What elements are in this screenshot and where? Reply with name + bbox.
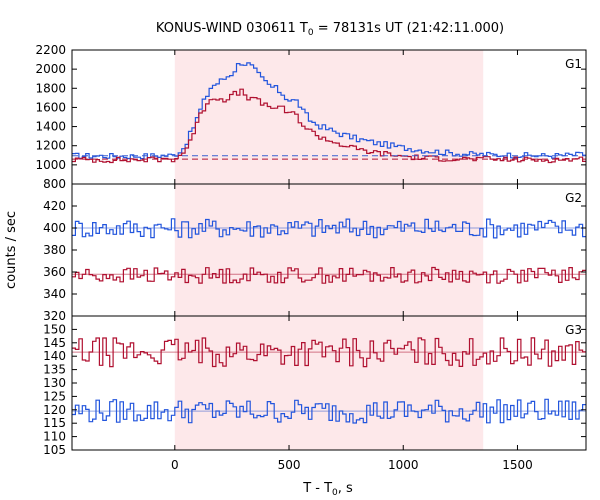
series-g2-red — [72, 266, 586, 284]
x-tick-label: 1000 — [388, 458, 419, 472]
shaded-interval-g3 — [174, 316, 484, 450]
x-tick-label: 0 — [171, 458, 179, 472]
y-tick-label-g1: 2000 — [35, 62, 66, 76]
y-tick-label-g1: 1400 — [35, 120, 66, 134]
panel-label-g2: G2 — [565, 191, 582, 205]
series-g3-red — [72, 337, 586, 368]
shaded-interval-g2 — [174, 184, 484, 316]
y-tick-label-g2: 380 — [43, 243, 66, 257]
y-tick-label-g3: 140 — [43, 349, 66, 363]
y-tick-label-g1: 800 — [43, 177, 66, 191]
plot-area: 8001000120014001600180020002200G13203403… — [35, 43, 587, 472]
y-tick-label-g2: 320 — [43, 309, 66, 323]
y-tick-label-g3: 110 — [43, 430, 66, 444]
x-tick-label: 1500 — [502, 458, 533, 472]
y-tick-label-g3: 145 — [43, 336, 66, 350]
series-g1-red — [72, 88, 586, 164]
chart-title: KONUS-WIND 030611 T0 = 78131s UT (21:42:… — [156, 21, 504, 38]
y-tick-label-g2: 420 — [43, 199, 66, 213]
y-tick-label-g2: 340 — [43, 287, 66, 301]
y-tick-label-g3: 115 — [43, 416, 66, 430]
panel-label-g1: G1 — [565, 57, 582, 71]
y-tick-label-g2: 360 — [43, 265, 66, 279]
x-axis-label: T - T0, s — [302, 481, 353, 498]
y-tick-label-g3: 135 — [43, 363, 66, 377]
panel-label-g3: G3 — [565, 323, 582, 337]
y-tick-label-g1: 2200 — [35, 43, 66, 57]
y-tick-label-g1: 1000 — [35, 158, 66, 172]
shaded-interval-g1 — [174, 50, 484, 184]
y-tick-label-g2: 400 — [43, 221, 66, 235]
y-tick-label-g1: 1600 — [35, 100, 66, 114]
y-axis-label: counts / sec — [4, 211, 19, 289]
y-tick-label-g3: 105 — [43, 443, 66, 457]
y-tick-label-g1: 1200 — [35, 139, 66, 153]
series-g2-blue — [72, 218, 586, 239]
series-g3-blue — [72, 398, 586, 424]
y-tick-label-g1: 1800 — [35, 81, 66, 95]
y-tick-label-g3: 125 — [43, 389, 66, 403]
y-tick-label-g3: 130 — [43, 376, 66, 390]
y-tick-label-g3: 120 — [43, 403, 66, 417]
x-tick-label: 500 — [278, 458, 301, 472]
series-g1-blue — [72, 62, 586, 160]
y-tick-label-g3: 150 — [43, 322, 66, 336]
